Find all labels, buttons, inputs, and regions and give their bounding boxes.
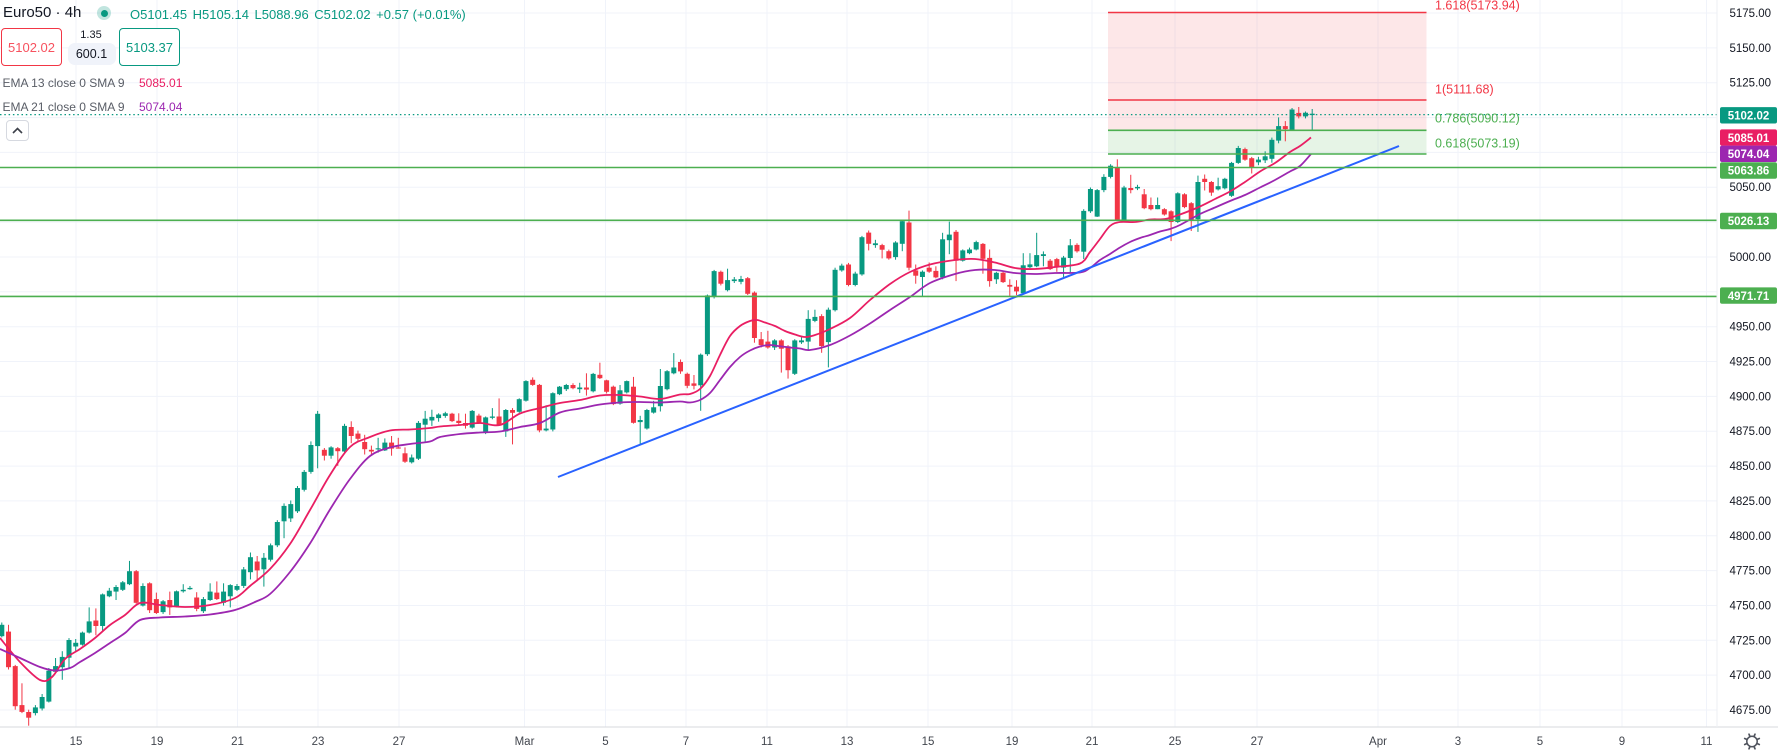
svg-text:19: 19: [151, 736, 164, 748]
svg-text:Apr: Apr: [1369, 736, 1387, 748]
svg-text:27: 27: [1251, 736, 1264, 748]
svg-text:5026.13: 5026.13: [1728, 216, 1770, 228]
svg-text:3: 3: [1455, 736, 1461, 748]
svg-text:25: 25: [1169, 736, 1182, 748]
svg-text:27: 27: [393, 736, 406, 748]
svg-text:11: 11: [1701, 736, 1713, 748]
svg-text:4700.00: 4700.00: [1730, 670, 1772, 682]
svg-text:5150.00: 5150.00: [1730, 43, 1772, 55]
svg-text:21: 21: [231, 736, 244, 748]
svg-text:5102.02: 5102.02: [1728, 111, 1770, 123]
svg-text:4925.00: 4925.00: [1730, 357, 1772, 369]
svg-text:15: 15: [70, 736, 83, 748]
svg-text:5000.00: 5000.00: [1730, 252, 1772, 264]
svg-text:Mar: Mar: [515, 736, 535, 748]
svg-text:1(5111.68): 1(5111.68): [1435, 83, 1494, 97]
svg-text:0.618(5073.19): 0.618(5073.19): [1435, 137, 1520, 151]
svg-text:4800.00: 4800.00: [1730, 531, 1772, 543]
svg-text:9: 9: [1619, 736, 1625, 748]
svg-text:4900.00: 4900.00: [1730, 391, 1772, 403]
svg-text:5175.00: 5175.00: [1730, 8, 1772, 20]
svg-text:4675.00: 4675.00: [1730, 705, 1772, 717]
svg-text:5074.04: 5074.04: [1728, 149, 1770, 161]
svg-text:5: 5: [602, 736, 608, 748]
svg-text:11: 11: [761, 736, 773, 748]
svg-text:5050.00: 5050.00: [1730, 182, 1772, 194]
svg-text:5063.86: 5063.86: [1728, 166, 1770, 178]
svg-text:5085.01: 5085.01: [1728, 133, 1770, 145]
svg-text:4875.00: 4875.00: [1730, 426, 1772, 438]
svg-text:13: 13: [841, 736, 854, 748]
svg-text:7: 7: [683, 736, 689, 748]
svg-text:21: 21: [1086, 736, 1099, 748]
svg-text:5: 5: [1537, 736, 1543, 748]
svg-text:4775.00: 4775.00: [1730, 566, 1772, 578]
svg-text:15: 15: [922, 736, 935, 748]
svg-text:4725.00: 4725.00: [1730, 635, 1772, 647]
svg-text:4825.00: 4825.00: [1730, 496, 1772, 508]
svg-text:1.618(5173.94): 1.618(5173.94): [1435, 0, 1520, 13]
svg-text:4850.00: 4850.00: [1730, 461, 1772, 473]
svg-text:0.786(5090.12): 0.786(5090.12): [1435, 112, 1520, 126]
svg-text:4750.00: 4750.00: [1730, 601, 1772, 613]
svg-text:23: 23: [312, 736, 325, 748]
svg-text:4950.00: 4950.00: [1730, 322, 1772, 334]
svg-text:19: 19: [1006, 736, 1019, 748]
svg-text:5125.00: 5125.00: [1730, 78, 1772, 90]
svg-text:4971.71: 4971.71: [1728, 291, 1770, 303]
